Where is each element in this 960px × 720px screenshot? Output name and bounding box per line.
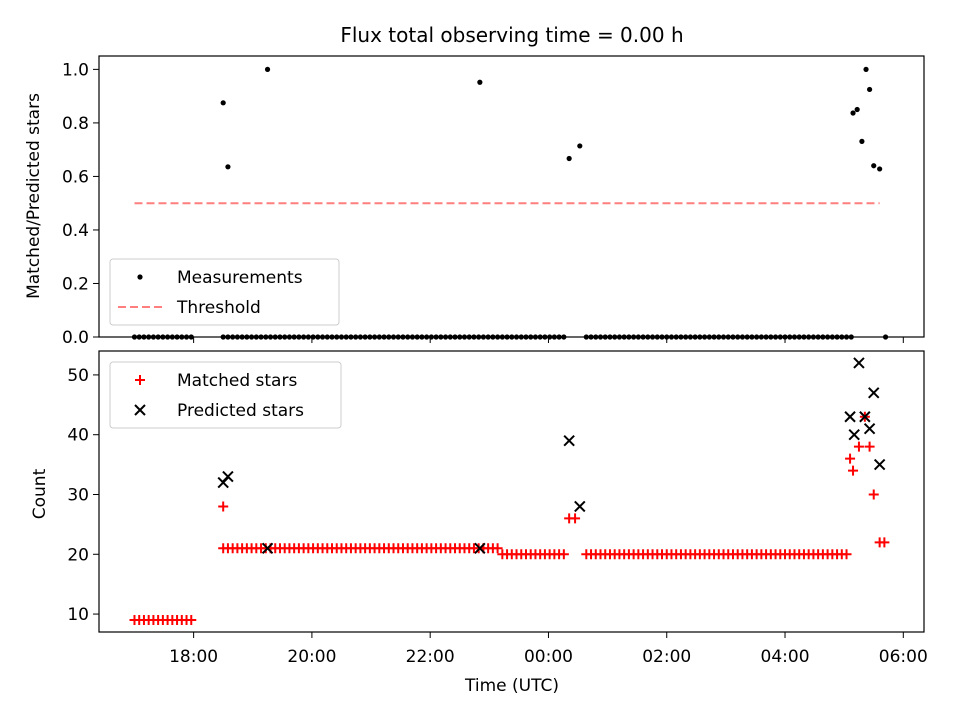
predicted-stars-point	[474, 542, 486, 555]
bottom-y-tick-label: 40	[67, 426, 89, 446]
x-tick-label: 22:00	[406, 647, 455, 667]
top-y-tick-label: 0.4	[62, 221, 89, 241]
top-legend: Measurements Threshold	[109, 258, 340, 326]
matched-stars-point	[492, 543, 503, 554]
bottom-legend-box	[109, 361, 342, 429]
bottom-y-tick-label: 50	[67, 366, 89, 386]
predicted-stars-point	[868, 387, 880, 399]
measurement-point	[264, 66, 271, 72]
chart-title: Flux total observing time = 0.00 h	[340, 23, 683, 47]
x-axis-label: Time (UTC)	[464, 676, 559, 696]
bottom-legend: Matched stars Predicted stars	[109, 361, 342, 429]
bottom-y-tick-label: 10	[67, 605, 89, 625]
measurement-point	[877, 166, 883, 172]
measurement-point	[863, 66, 869, 72]
bottom-panel: 10 20 30 40 50 18:00 20:00 22:00 00:00 02:00 04:00…	[67, 350, 928, 667]
bottom-y-tick-label: 20	[67, 545, 89, 565]
predicted-stars-point	[261, 542, 274, 555]
measurement-point	[577, 143, 583, 149]
matched-stars-point	[186, 615, 197, 626]
bottom-y-tick-label: 30	[67, 485, 89, 505]
predicted-stars-point	[848, 428, 860, 441]
legend-label: Matched stars	[177, 371, 297, 391]
matched-stars-point	[218, 501, 229, 512]
top-y-tick-label: 1.0	[62, 60, 89, 80]
x-tick-label: 18:00	[169, 647, 218, 667]
measurement-point	[477, 79, 483, 85]
matched-stars-point	[864, 441, 875, 452]
measurement-point	[220, 100, 226, 106]
top-legend-box	[109, 258, 340, 326]
bottom-y-axis-label: Count	[30, 468, 50, 519]
legend-matched-stars-marker	[135, 375, 145, 385]
measurement-point	[850, 110, 856, 116]
matched-stars-point	[879, 537, 890, 548]
matched-stars-point	[848, 465, 859, 476]
matched-stars-point	[845, 453, 856, 464]
top-y-axis-label: Matched/Predicted stars	[24, 93, 44, 299]
bottom-plot-frame	[98, 350, 925, 633]
top-panel: 0.0 0.2 0.4 0.6 0.8 1.0 Measurements Threshold	[62, 55, 925, 348]
x-tick-label: 00:00	[524, 647, 573, 667]
predicted-stars-point	[574, 500, 586, 513]
matched-stars-point	[868, 489, 879, 500]
matched-stars-point	[841, 549, 852, 560]
top-y-tick-label: 0.0	[62, 328, 89, 348]
legend-measurements-marker	[137, 274, 143, 280]
predicted-stars-point	[859, 411, 871, 423]
legend-label: Predicted stars	[177, 401, 304, 421]
top-y-tick-label: 0.2	[62, 274, 89, 294]
predicted-stars-point	[563, 434, 575, 447]
measurement-point	[854, 106, 860, 113]
measurement-point	[566, 155, 572, 162]
bottom-series-1	[217, 357, 886, 555]
predicted-stars-point	[844, 411, 856, 423]
x-tick-label: 02:00	[642, 647, 691, 667]
predicted-stars-point	[853, 357, 865, 369]
matched-stars-point	[853, 441, 864, 452]
top-y-tick-label: 0.8	[62, 114, 89, 134]
legend-label: Measurements	[177, 268, 303, 288]
measurement-point	[225, 164, 231, 170]
measurement-point	[859, 138, 865, 144]
x-tick-label: 04:00	[761, 647, 810, 667]
x-tick-label: 20:00	[287, 647, 336, 667]
measurement-point	[871, 163, 877, 169]
matched-stars-point	[558, 549, 569, 560]
predicted-stars-point	[873, 458, 886, 471]
matched-stars-point	[570, 513, 581, 524]
predicted-stars-point	[863, 423, 876, 435]
top-y-tick-label: 0.6	[62, 167, 89, 187]
legend-predicted-stars-marker	[134, 404, 146, 416]
predicted-stars-point	[222, 470, 234, 483]
top-plot-frame	[98, 55, 925, 338]
measurement-point	[866, 86, 873, 93]
legend-label: Threshold	[176, 298, 261, 318]
x-tick-label: 06:00	[879, 647, 928, 667]
bottom-series-0	[129, 411, 890, 626]
